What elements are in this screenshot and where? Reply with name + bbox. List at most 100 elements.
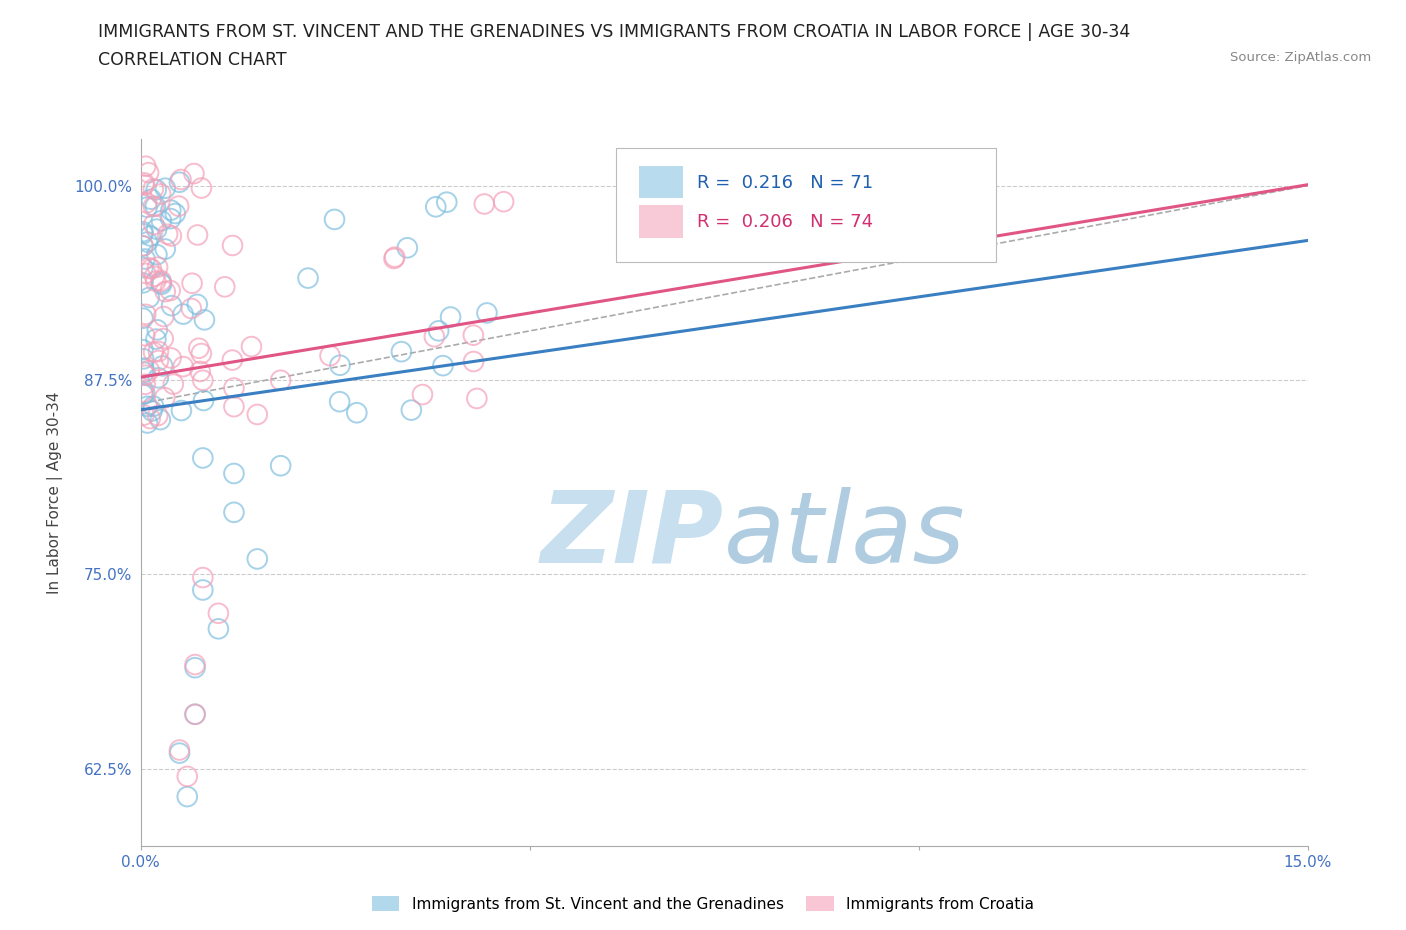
Point: [427, 324, 450, 339]
Text: atlas: atlas: [724, 486, 966, 584]
Point: [134, 251, 156, 266]
Point: [138, 260, 160, 275]
Point: [240, 339, 263, 354]
Point: [160, 229, 183, 244]
Point: [132, 275, 155, 290]
Point: [190, 346, 212, 361]
FancyBboxPatch shape: [616, 148, 995, 261]
Point: [135, 307, 157, 322]
Point: [152, 309, 174, 324]
Point: [190, 180, 212, 195]
Point: [384, 250, 406, 265]
Point: [132, 311, 155, 325]
Point: [186, 228, 208, 243]
Point: [150, 213, 173, 228]
Point: [152, 358, 174, 373]
Point: [492, 194, 515, 209]
Point: [246, 551, 269, 566]
Point: [160, 351, 183, 365]
Point: [463, 327, 485, 342]
Point: [150, 273, 173, 288]
Point: [136, 234, 159, 249]
Point: [191, 373, 214, 388]
Point: [142, 345, 165, 360]
Point: [180, 301, 202, 316]
Point: [169, 742, 191, 757]
Point: [132, 407, 155, 422]
Point: [401, 403, 423, 418]
Point: [132, 224, 155, 239]
Point: [146, 323, 169, 338]
Point: [155, 180, 177, 195]
Point: [432, 358, 454, 373]
Point: [184, 658, 207, 672]
Point: [221, 238, 243, 253]
Point: [475, 305, 498, 320]
Point: [297, 271, 319, 286]
Point: [139, 411, 162, 426]
Point: [156, 227, 179, 242]
Point: [463, 354, 485, 369]
Point: [439, 310, 461, 325]
Point: [465, 391, 488, 405]
Point: [134, 386, 156, 401]
Point: [319, 348, 342, 363]
Point: [246, 407, 269, 422]
Point: [136, 416, 159, 431]
Point: [184, 707, 207, 722]
Point: [191, 582, 214, 597]
Point: [132, 260, 155, 275]
Point: [153, 391, 176, 405]
Point: [149, 412, 172, 427]
Point: [222, 466, 245, 481]
Point: [139, 192, 162, 206]
Point: [142, 217, 165, 232]
Point: [187, 340, 209, 355]
Point: [183, 166, 205, 181]
Point: [145, 221, 167, 236]
Point: [142, 199, 165, 214]
Point: [135, 159, 157, 174]
Point: [132, 361, 155, 376]
Point: [181, 276, 204, 291]
Point: [346, 405, 368, 420]
Point: [132, 226, 155, 241]
Point: [184, 660, 207, 675]
Point: [193, 312, 215, 327]
Legend: Immigrants from St. Vincent and the Grenadines, Immigrants from Croatia: Immigrants from St. Vincent and the Gren…: [366, 890, 1040, 918]
Point: [143, 269, 166, 284]
Point: [146, 247, 169, 262]
Point: [472, 196, 495, 211]
Point: [160, 203, 183, 218]
Point: [132, 352, 155, 366]
Point: [270, 458, 292, 473]
Point: [138, 290, 160, 305]
Point: [411, 387, 433, 402]
Point: [136, 200, 159, 215]
Point: [138, 363, 160, 378]
Point: [221, 352, 243, 367]
Point: [169, 175, 191, 190]
Point: [270, 373, 292, 388]
Point: [184, 707, 207, 722]
Point: [132, 387, 155, 402]
Point: [423, 329, 446, 344]
Point: [170, 403, 193, 418]
Text: CORRELATION CHART: CORRELATION CHART: [98, 51, 287, 69]
Point: [172, 307, 194, 322]
Point: [134, 377, 156, 392]
Point: [159, 211, 181, 226]
Point: [186, 297, 208, 312]
Y-axis label: In Labor Force | Age 30-34: In Labor Force | Age 30-34: [48, 392, 63, 594]
Point: [436, 194, 458, 209]
Point: [188, 364, 211, 379]
Point: [396, 240, 419, 255]
Point: [165, 206, 187, 221]
Point: [162, 377, 184, 392]
Point: [145, 182, 167, 197]
Point: [132, 239, 155, 254]
Text: IMMIGRANTS FROM ST. VINCENT AND THE GRENADINES VS IMMIGRANTS FROM CROATIA IN LAB: IMMIGRANTS FROM ST. VINCENT AND THE GREN…: [98, 23, 1130, 41]
Point: [160, 299, 183, 313]
Point: [139, 229, 162, 244]
Point: [141, 261, 163, 276]
